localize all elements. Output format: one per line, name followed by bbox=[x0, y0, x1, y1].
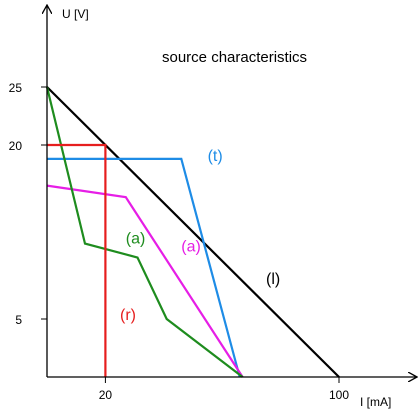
y-tick-label-2: 25 bbox=[9, 81, 23, 95]
y-tick-label-1: 20 bbox=[9, 139, 23, 153]
series-line-3 bbox=[45, 86, 244, 378]
y-tick-label-0: 5 bbox=[15, 313, 22, 327]
series-label-1: (t) bbox=[208, 148, 223, 165]
chart-title: source characteristics bbox=[162, 49, 307, 66]
series-label-4: (r) bbox=[120, 307, 136, 324]
y-axis-label: U [V] bbox=[62, 7, 89, 21]
x-tick-label-1: 100 bbox=[329, 388, 349, 402]
series-label-0: (l) bbox=[266, 271, 280, 288]
x-tick-label-0: 20 bbox=[99, 388, 113, 402]
series-line-2 bbox=[46, 184, 244, 378]
x-axis-label: I [mA] bbox=[360, 395, 391, 409]
series-line-1 bbox=[47, 157, 241, 378]
series-line-4 bbox=[47, 143, 107, 377]
series-line-0 bbox=[46, 86, 340, 378]
series-label-2: (a) bbox=[181, 239, 201, 256]
series-label-3: (a) bbox=[126, 231, 146, 248]
